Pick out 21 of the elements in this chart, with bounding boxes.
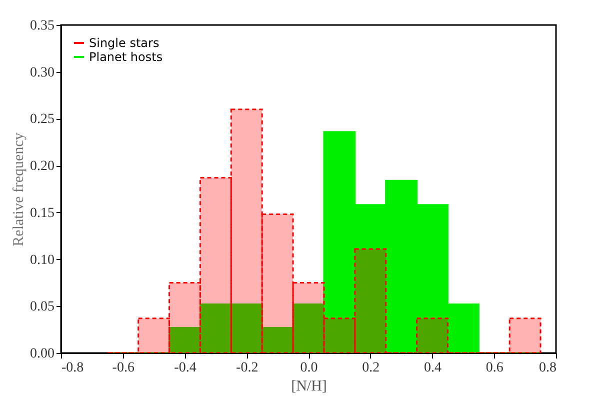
- y-tick-label: 0.00: [30, 346, 54, 362]
- x-tick-label: 0.0: [300, 360, 318, 376]
- x-axis-title: [N/H]: [291, 378, 327, 394]
- y-tick-label: 0.20: [30, 159, 54, 174]
- y-axis-title: Relative frequency: [11, 132, 27, 246]
- y-tick-label: 0.10: [30, 252, 54, 268]
- x-tick-label: 0.6: [486, 360, 504, 376]
- legend-label: Planet hosts: [89, 50, 163, 64]
- y-tick-label: 0.25: [30, 112, 54, 128]
- legend-label: Single stars: [89, 36, 160, 50]
- x-tick-label: -0.8: [62, 360, 84, 376]
- x-tick-label: -0.2: [236, 360, 258, 376]
- x-tick-label: 0.8: [539, 360, 556, 376]
- y-tick-label: 0.30: [30, 65, 54, 80]
- x-tick-label: 0.4: [424, 360, 442, 376]
- y-tick-label: 0.35: [30, 18, 54, 34]
- y-tick-label: 0.15: [30, 206, 54, 221]
- x-tick-label: 0.2: [362, 360, 380, 376]
- x-tick-label: -0.6: [112, 360, 134, 376]
- x-tick-label: -0.4: [174, 360, 196, 376]
- y-tick-label: 0.05: [30, 300, 54, 315]
